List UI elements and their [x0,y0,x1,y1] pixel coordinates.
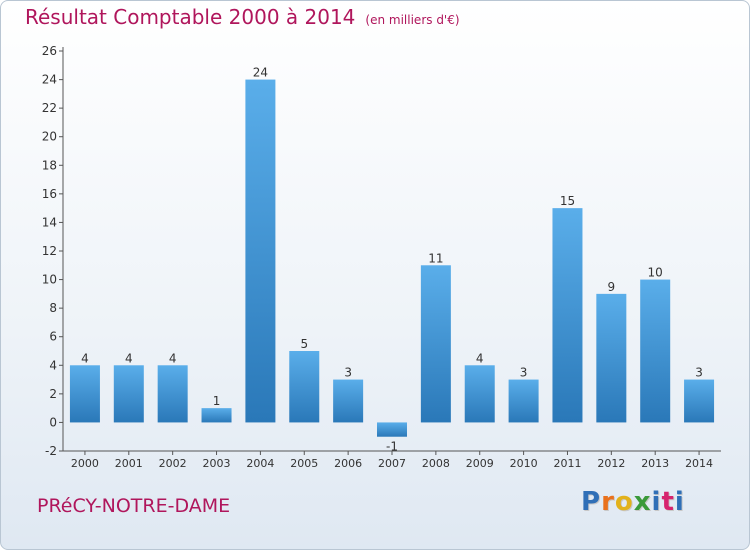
data-label: 4 [476,351,484,365]
bar [201,408,232,423]
y-tick-label: 12 [42,244,57,258]
x-tick-label: 2000 [71,457,99,470]
y-tick-label: 16 [42,187,57,201]
data-label: 15 [560,194,575,208]
y-tick-label: -2 [45,444,57,458]
bar [157,365,188,423]
data-label: 3 [695,366,703,380]
bar [113,365,144,423]
bar [333,379,364,423]
x-tick-label: 2013 [641,457,669,470]
bar [420,265,451,423]
y-tick-label: 4 [49,358,57,372]
data-label: 5 [300,337,308,351]
logo-letter: x [633,487,652,517]
chart-title: Résultat Comptable 2000 à 2014 (en millie… [25,5,460,29]
data-label: -1 [386,440,398,454]
logo-letter: o [614,487,634,517]
data-label: 4 [125,351,133,365]
x-tick-label: 2014 [685,457,713,470]
y-tick-label: 6 [49,330,57,344]
y-tick-label: 10 [42,273,57,287]
commune-name: PRéCY-NOTRE-DAME [37,495,231,517]
data-label: 10 [648,266,663,280]
data-label: 3 [520,366,528,380]
logo-letter: r [601,487,615,517]
chart-subtitle: (en milliers d'€) [365,13,460,27]
logo-letter: t [661,487,675,517]
y-tick-label: 24 [42,73,57,87]
y-tick-label: 8 [49,301,57,315]
y-tick-label: 22 [42,101,57,115]
bar [245,79,276,423]
data-label: 1 [213,394,221,408]
x-tick-label: 2003 [203,457,231,470]
x-tick-label: 2005 [290,457,318,470]
x-tick-label: 2001 [115,457,143,470]
bar [69,365,100,423]
bar [377,422,407,437]
data-label: 3 [344,366,352,380]
data-label: 24 [253,66,268,80]
data-label: 9 [608,280,616,294]
proxiti-logo: Proxiti [581,487,685,517]
bar [464,365,495,423]
y-tick-label: 14 [42,215,57,229]
data-label: 4 [81,351,89,365]
x-tick-label: 2009 [466,457,494,470]
bar [289,351,320,423]
logo-letter: i [651,487,662,517]
x-tick-label: 2007 [378,457,406,470]
x-tick-label: 2004 [246,457,274,470]
bar [596,293,627,423]
data-label: 4 [169,351,177,365]
y-tick-label: 26 [42,44,57,58]
bar [640,279,671,423]
data-label: 11 [428,251,443,265]
x-tick-label: 2006 [334,457,362,470]
x-tick-label: 2012 [597,457,625,470]
x-tick-label: 2002 [159,457,187,470]
y-tick-label: 2 [49,387,57,401]
x-tick-label: 2008 [422,457,450,470]
y-tick-label: 20 [42,130,57,144]
y-tick-label: 0 [49,415,57,429]
y-tick-label: 18 [42,158,57,172]
logo-letter: i [674,487,685,517]
x-tick-label: 2011 [553,457,581,470]
bar [552,208,583,423]
logo-letter: P [581,487,602,517]
x-tick-label: 2010 [510,457,538,470]
title-text: Résultat Comptable 2000 à 2014 [25,5,356,29]
bar [508,379,539,423]
bar [684,379,715,423]
